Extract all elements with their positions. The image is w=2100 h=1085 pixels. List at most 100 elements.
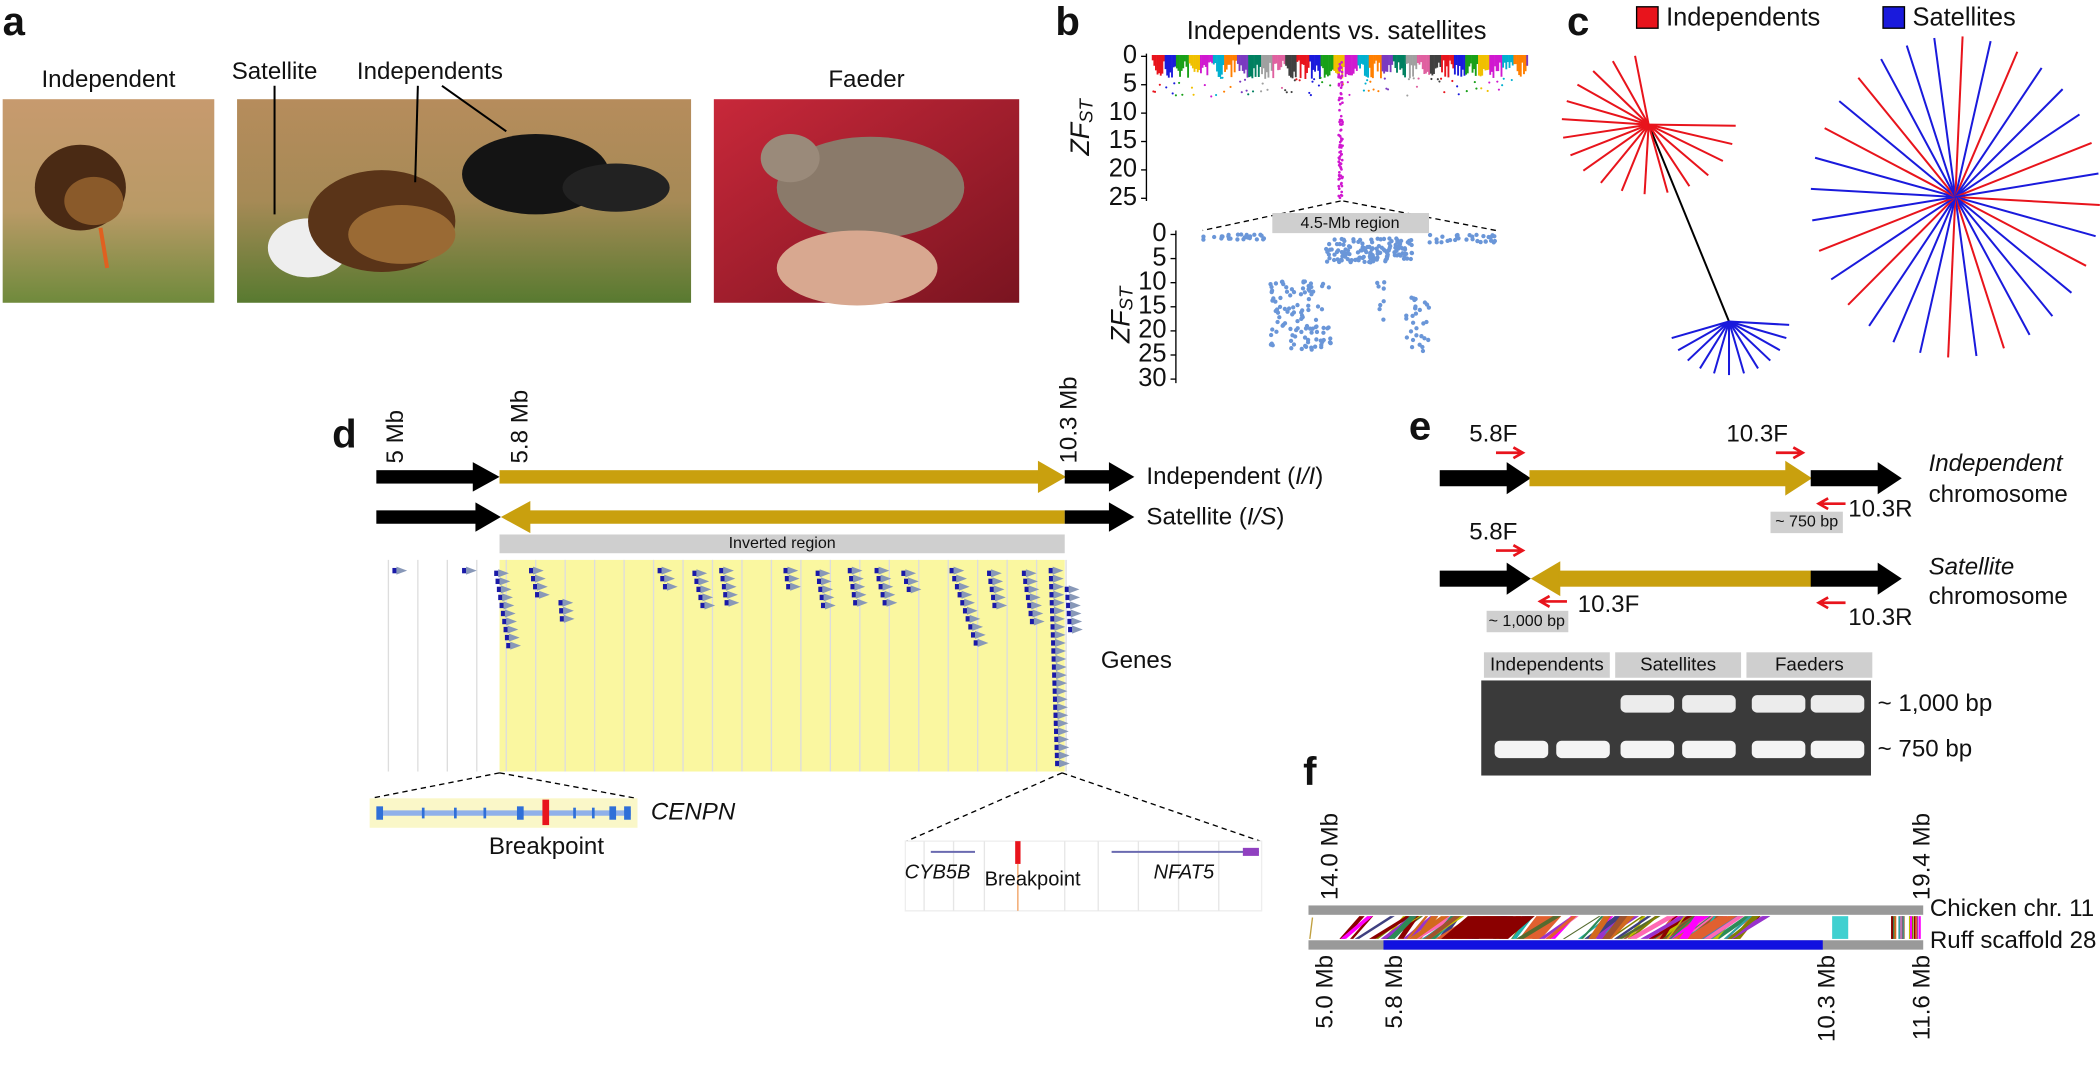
point [1473,81,1476,84]
point [1314,329,1320,335]
point [1347,244,1353,250]
breakpoint-label: Breakpoint [985,868,1081,890]
point [1408,329,1414,334]
point [1324,259,1330,264]
satellite-chromosome [376,500,1135,534]
point [1498,55,1501,63]
point [1338,55,1341,77]
point [1382,280,1387,285]
gene-glyph [850,584,855,590]
gene-glyph [1054,630,1066,639]
gene-glyph [1059,759,1070,768]
point [1412,55,1415,77]
point [1339,119,1343,122]
primer-label: 10.3F [1726,421,1788,448]
tree-branch [1954,196,2054,317]
point [1404,313,1409,318]
primer-arrow [1775,446,1806,460]
gene-glyph [851,566,863,575]
link [1892,916,1895,939]
gene-glyph [991,569,1002,578]
gene-glyph [962,608,967,614]
point [1328,336,1333,341]
chicken-bar [1308,905,1924,915]
point [1212,55,1215,65]
point [1319,76,1322,79]
point [1360,241,1365,246]
gene-glyph [506,617,517,626]
link [1668,916,1698,939]
point [1240,91,1243,94]
gene-glyph [966,606,978,615]
point [1488,234,1494,240]
point [1382,248,1387,253]
point [1277,55,1280,71]
point [1340,184,1344,188]
point [1289,287,1295,292]
point [1355,55,1358,71]
point [1330,55,1333,72]
link [1408,916,1450,939]
tree-branch [1728,320,1781,352]
point [1360,55,1363,64]
point [1226,236,1232,241]
zoom-line [370,772,500,799]
gene-glyph [558,600,563,606]
gene-glyph [787,566,799,575]
point [1155,55,1157,71]
point [1313,317,1319,323]
gel-band [1494,740,1549,759]
point [1484,55,1487,71]
point [1488,238,1494,243]
point [1169,55,1172,73]
point [1233,55,1236,73]
y-tick-label: 15 [1109,126,1137,154]
point [1457,93,1460,96]
point [1363,248,1368,253]
point [1343,254,1348,259]
inversion [529,510,1065,524]
point [1413,311,1419,316]
exon [591,807,595,819]
point [1185,55,1188,67]
tree-branch [1954,196,2087,267]
point [1284,89,1287,92]
gene-glyph [1056,695,1068,704]
link [1640,916,1688,939]
point [1417,307,1422,313]
point [1453,55,1456,75]
point [1203,84,1206,87]
point [1331,257,1337,263]
gene-glyph [1056,679,1068,688]
point [1441,55,1443,73]
tree-branch [1954,113,2081,198]
gene-glyph [1065,594,1070,601]
point [1475,87,1478,90]
point [1407,241,1412,246]
point [1457,55,1460,76]
point [1299,346,1304,352]
point [1190,86,1194,89]
track-label: Ruff scaffold 28 [1930,927,2097,954]
point [1434,240,1439,245]
caption: Independent [41,66,175,93]
gene-glyph [878,566,890,575]
point [1407,78,1410,81]
tree-branch [1954,196,2031,336]
point [1306,296,1312,302]
gene-glyph [825,601,836,610]
label-text: ) [1315,464,1323,491]
gene-glyph [849,575,854,582]
arrowhead [1108,502,1135,532]
arrowhead [1506,462,1531,495]
point [1323,55,1326,78]
bird [64,176,124,226]
point [1258,232,1263,237]
label-text: ) [1276,504,1284,531]
breakpoint-mark [542,799,550,826]
gene-glyph [503,626,508,633]
point [1281,55,1284,61]
gene-glyph [1025,569,1037,578]
point [1306,55,1308,73]
tree-branch [1954,196,1978,357]
